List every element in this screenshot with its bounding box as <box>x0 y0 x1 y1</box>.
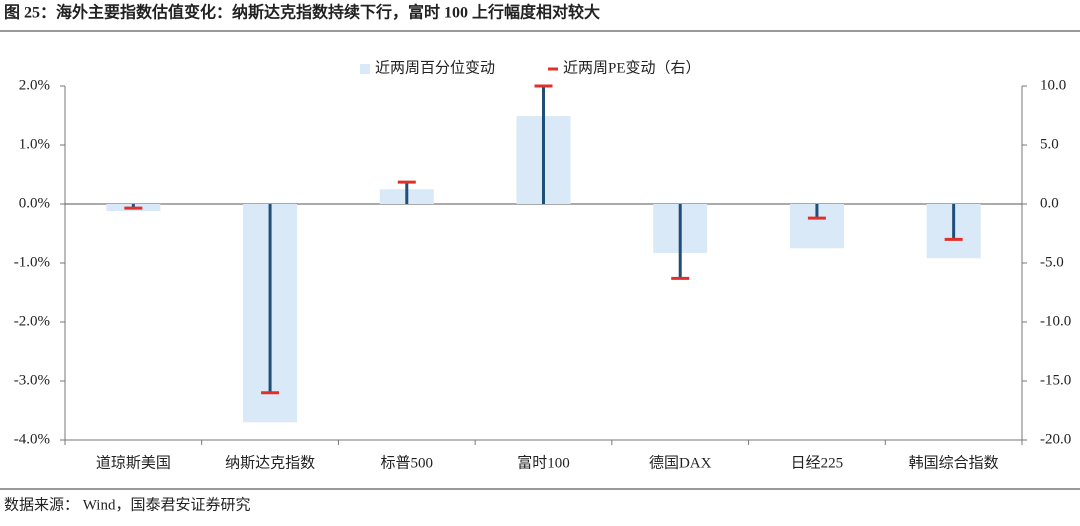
legend-swatch <box>360 64 370 74</box>
x-tick-label: 富时100 <box>517 453 570 471</box>
y2-tick-label: -5.0 <box>1040 254 1064 270</box>
source-note: 数据来源： Wind，国泰君安证券研究 <box>4 496 250 513</box>
x-tick-label: 纳斯达克指数 <box>225 454 315 471</box>
y-tick-label: 2.0% <box>19 77 50 93</box>
x-tick-label: 日经225 <box>791 454 844 471</box>
y-tick-label: 0.0% <box>19 195 50 211</box>
x-tick-label: 德国DAX <box>649 453 712 471</box>
y2-tick-label: -10.0 <box>1040 313 1071 329</box>
legend-label: 近两周PE变动（右） <box>563 59 701 76</box>
y2-tick-label: 5.0 <box>1040 136 1059 152</box>
y2-tick-label: -20.0 <box>1040 431 1071 447</box>
legend-label: 近两周百分位变动 <box>375 59 495 76</box>
chart-title: 图 25：海外主要指数估值变化：纳斯达克指数持续下行，富时 100 上行幅度相对… <box>4 3 600 22</box>
x-tick-label: 标普500 <box>381 454 434 471</box>
x-tick-label: 韩国综合指数 <box>909 454 999 471</box>
y-tick-label: -4.0% <box>14 431 50 447</box>
x-tick-label: 道琼斯美国 <box>96 454 171 471</box>
y-tick-label: -3.0% <box>14 372 50 388</box>
y-tick-label: -1.0% <box>14 254 50 270</box>
y2-tick-label: -15.0 <box>1040 372 1071 388</box>
y-tick-label: -2.0% <box>14 313 50 329</box>
y2-tick-label: 10.0 <box>1040 77 1066 93</box>
y2-tick-label: 0.0 <box>1040 195 1059 211</box>
y-tick-label: 1.0% <box>19 136 50 152</box>
